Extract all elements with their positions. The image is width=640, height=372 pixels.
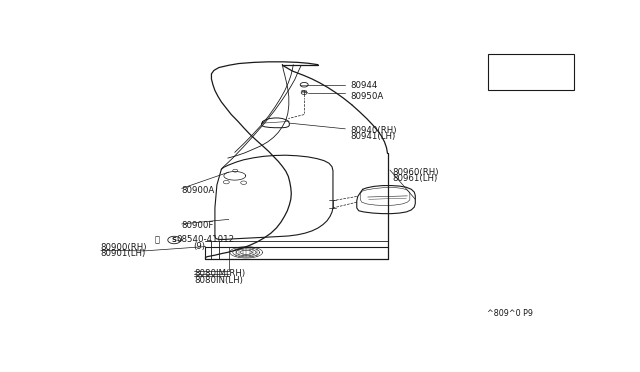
Text: 80900F: 80900F: [182, 221, 214, 230]
Text: [0996-1298]: [0996-1298]: [497, 57, 550, 66]
Bar: [488, 54, 573, 90]
Text: 80901(LH): 80901(LH): [101, 249, 146, 258]
Text: 80940(RH): 80940(RH): [499, 66, 546, 75]
Text: (9): (9): [193, 242, 205, 251]
Text: 8080IM(RH): 8080IM(RH): [194, 269, 245, 278]
Text: 80960(RH): 80960(RH): [392, 168, 439, 177]
Text: 80961(LH): 80961(LH): [392, 174, 438, 183]
Text: 08540-41012: 08540-41012: [177, 235, 235, 244]
Text: 80944: 80944: [350, 81, 378, 90]
Text: ^809^0 P9: ^809^0 P9: [486, 309, 532, 318]
Text: 80900(RH): 80900(RH): [101, 243, 147, 252]
Text: 80940(RH): 80940(RH): [350, 126, 397, 135]
Text: 80950A: 80950A: [350, 92, 383, 101]
Text: 80900A: 80900A: [182, 186, 215, 195]
Text: 80941(LH): 80941(LH): [499, 72, 545, 81]
Text: 8080IN(LH): 8080IN(LH): [194, 276, 243, 285]
Text: 80941(LH): 80941(LH): [350, 132, 396, 141]
Text: S: S: [172, 237, 177, 243]
Text: Ⓢ: Ⓢ: [154, 235, 159, 244]
